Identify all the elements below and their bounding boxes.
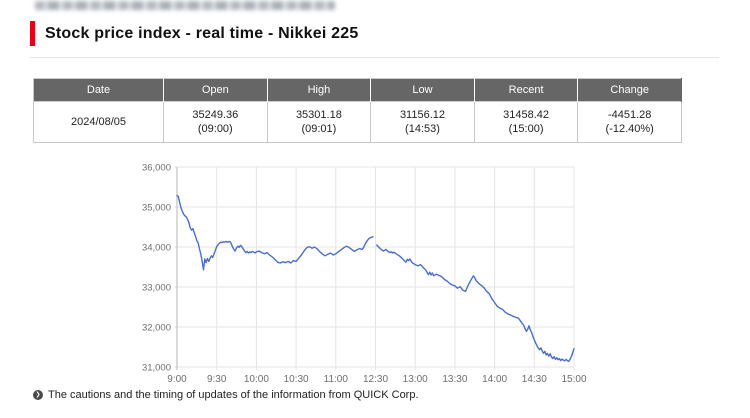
svg-text:14:30: 14:30 bbox=[522, 374, 547, 385]
col-header-high: High bbox=[267, 78, 372, 102]
obscured-header-text bbox=[35, 1, 335, 10]
svg-text:36,000: 36,000 bbox=[142, 163, 171, 174]
open-time: (09:00) bbox=[197, 123, 233, 135]
col-header-low: Low bbox=[370, 78, 475, 102]
svg-text:10:00: 10:00 bbox=[244, 374, 269, 385]
price-table: Date Open High Low Recent Change 2024/08… bbox=[33, 78, 682, 143]
col-header-open: Open bbox=[163, 78, 268, 102]
svg-text:13:00: 13:00 bbox=[403, 374, 428, 385]
recent-value: 31458.42 bbox=[503, 109, 550, 121]
page-title: Stock price index - real time - Nikkei 2… bbox=[45, 24, 359, 42]
change-pct: (-12.40%) bbox=[605, 123, 654, 135]
title-accent-bar bbox=[30, 21, 35, 46]
cell-high: 35301.18 (09:01) bbox=[266, 101, 372, 143]
cell-recent: 31458.42 (15:00) bbox=[473, 101, 579, 143]
svg-text:11:00: 11:00 bbox=[324, 374, 349, 385]
cell-open: 35249.36 (09:00) bbox=[163, 101, 268, 143]
low-time: (14:53) bbox=[405, 123, 440, 135]
col-header-date: Date bbox=[33, 78, 164, 102]
svg-text:32,000: 32,000 bbox=[142, 323, 171, 334]
svg-text:9:30: 9:30 bbox=[207, 374, 227, 385]
table-row: 2024/08/05 35249.36 (09:00) 35301.18 (09… bbox=[33, 101, 682, 143]
cell-change: -4451.28 (-12.40%) bbox=[577, 101, 682, 143]
low-value: 31156.12 bbox=[399, 109, 446, 121]
title-block: Stock price index - real time - Nikkei 2… bbox=[30, 21, 719, 58]
svg-text:33,000: 33,000 bbox=[142, 283, 171, 294]
cell-date: 2024/08/05 bbox=[33, 101, 164, 143]
footer-note-text: The cautions and the timing of updates o… bbox=[48, 389, 419, 401]
high-value: 35301.18 bbox=[295, 109, 342, 121]
svg-text:15:00: 15:00 bbox=[561, 374, 586, 385]
price-line-chart: 36,000 35,000 34,000 33,000 32,000 31,000 9:00… bbox=[130, 158, 590, 390]
col-header-change: Change bbox=[577, 78, 682, 102]
svg-text:12:30: 12:30 bbox=[363, 374, 388, 385]
recent-time: (15:00) bbox=[508, 123, 544, 135]
high-time: (09:01) bbox=[301, 123, 337, 135]
col-header-recent: Recent bbox=[474, 78, 579, 102]
svg-text:9:00: 9:00 bbox=[167, 374, 187, 385]
svg-text:34,000: 34,000 bbox=[142, 243, 171, 254]
open-value: 35249.36 bbox=[192, 109, 239, 121]
cell-low: 31156.12 (14:53) bbox=[370, 101, 475, 143]
chevron-right-circle-icon: ❯ bbox=[33, 390, 43, 400]
table-header-row: Date Open High Low Recent Change bbox=[33, 78, 682, 102]
footer-note-link[interactable]: ❯ The cautions and the timing of updates… bbox=[33, 389, 419, 401]
svg-text:13:30: 13:30 bbox=[442, 374, 467, 385]
svg-text:10:30: 10:30 bbox=[284, 374, 309, 385]
svg-text:14:00: 14:00 bbox=[482, 374, 507, 385]
svg-text:35,000: 35,000 bbox=[142, 203, 171, 214]
change-value: -4451.28 bbox=[607, 109, 652, 121]
chart-svg: 36,000 35,000 34,000 33,000 32,000 31,0009:00… bbox=[142, 163, 587, 386]
svg-text:31,000: 31,000 bbox=[142, 363, 171, 374]
